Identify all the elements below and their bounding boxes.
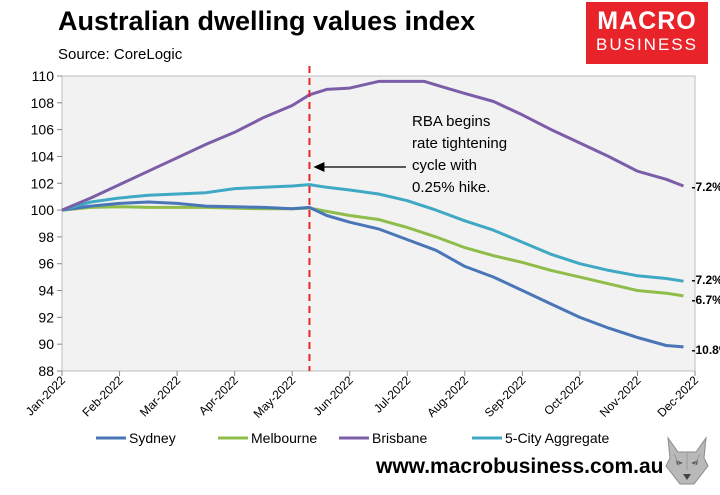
y-tick-label: 98 [38,229,54,245]
legend-label-melbourne: Melbourne [251,430,317,446]
end-label-sydney: -10.8% [691,343,720,357]
y-tick-label: 110 [32,68,55,84]
x-tick-label: Feb-2022 [79,373,125,419]
legend-label-aggregate: 5-City Aggregate [505,430,609,446]
chart-source: Source: CoreLogic [58,46,183,63]
x-tick-label: Aug-2022 [424,373,471,420]
annotation-line: rate tightening [412,135,507,152]
end-label-melbourne: -6.7% [691,293,720,307]
y-tick-label: 92 [38,309,54,325]
end-label-aggregate: -7.2% [691,273,720,287]
legend-label-brisbane: Brisbane [372,430,427,446]
annotation-line: cycle with [412,157,477,174]
x-tick-label: Jul-2022 [371,373,414,416]
annotation-line: 0.25% hike. [412,179,490,196]
x-tick-label: May-2022 [251,373,299,421]
logo-line-2: BUSINESS [596,35,698,54]
x-tick-label: Dec-2022 [654,373,701,420]
y-tick-label: 88 [38,363,54,379]
y-tick-label: 108 [31,95,55,111]
y-tick-label: 90 [38,336,54,352]
y-tick-label: 100 [31,202,55,218]
x-tick-label: Nov-2022 [597,373,644,420]
x-tick-label: Jan-2022 [23,373,69,419]
wolf-icon [665,436,709,485]
x-tick-label: Oct-2022 [541,373,586,418]
y-tick-label: 102 [31,175,55,191]
chart-title: Australian dwelling values index [58,6,476,36]
annotation-line: RBA begins [412,113,490,130]
website-url: www.macrobusiness.com.au [376,455,664,478]
end-label-brisbane: -7.2% [691,180,720,194]
annotation-arrow-head [313,162,325,172]
logo-line-1: MACRO [597,7,697,35]
macrobusiness-logo: MACRO BUSINESS [586,2,708,64]
series-line-brisbane [61,79,685,212]
y-tick-label: 104 [31,148,55,164]
x-tick-label: Jun-2022 [311,373,357,419]
x-tick-label: Sep-2022 [482,373,529,420]
x-tick-label: Mar-2022 [137,373,183,419]
series-line-melbourne [61,205,684,298]
plot-area [61,75,696,372]
series-line-sydney [61,200,684,349]
series-line-aggregate [61,183,684,283]
y-tick-label: 106 [31,122,55,138]
y-tick-label: 94 [38,283,54,299]
y-tick-label: 96 [38,256,54,272]
x-tick-label: Apr-2022 [196,373,241,418]
legend-label-sydney: Sydney [129,430,176,446]
